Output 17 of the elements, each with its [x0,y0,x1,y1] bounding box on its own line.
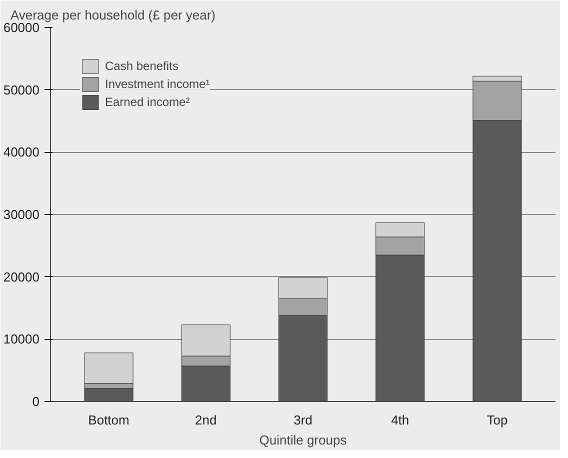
y-tick-label: 30000 [3,207,40,222]
y-tick-label: 50000 [3,82,40,98]
x-tick-label: Top [486,412,508,428]
y-tick-label: 60000 [3,20,40,35]
x-tick-label: 4th [391,412,410,428]
x-axis-title: Quintile groups [259,432,348,448]
y-tick-label: 10000 [3,332,40,347]
legend-label: Cash benefits [105,58,178,75]
legend-label: Investment income¹ [105,76,210,93]
y-axis-title: Average per household (£ per year) [10,8,216,22]
x-tick-label: 2nd [195,412,217,428]
x-tick-label: 3rd [294,412,312,428]
legend-label: Earned income² [105,94,190,111]
y-tick-label: 20000 [3,269,40,284]
x-tick-label: Bottom [88,412,130,428]
y-tick-label: 0 [32,394,40,409]
y-tick-label: 40000 [3,144,40,160]
